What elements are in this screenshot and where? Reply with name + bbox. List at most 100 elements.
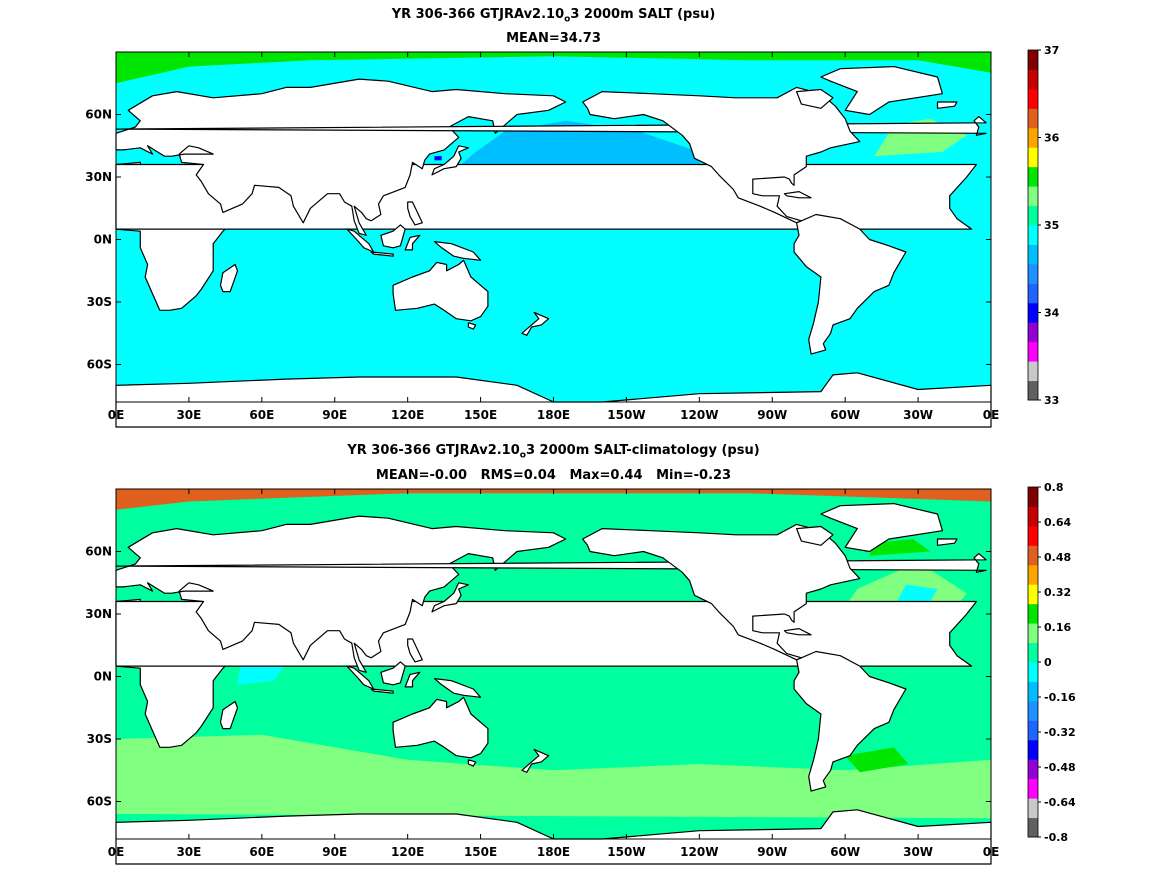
x-tick-label: 30E bbox=[176, 845, 201, 859]
colorbar-swatch bbox=[1028, 681, 1038, 702]
colorbar-swatch bbox=[1028, 341, 1038, 362]
colorbar-tick-label: 0.8 bbox=[1044, 481, 1064, 494]
y-tick-label: 30S bbox=[87, 732, 112, 746]
colorbar-swatch bbox=[1028, 642, 1038, 663]
landmass bbox=[521, 748, 550, 773]
y-tick-label: 60S bbox=[87, 795, 112, 809]
colorbar-tick-label: 0 bbox=[1044, 656, 1052, 669]
y-tick-label: 0N bbox=[94, 670, 112, 684]
colorbar-swatch bbox=[1028, 662, 1038, 682]
colorbar-swatch bbox=[1028, 487, 1038, 507]
landmass bbox=[783, 628, 812, 636]
salinity-anomaly-panel: YR 306-366 GTJRAv2.10o3 2000m SALT-clima… bbox=[0, 437, 1167, 875]
landmass bbox=[796, 88, 834, 109]
landmass bbox=[433, 241, 482, 261]
x-tick-label: 150E bbox=[464, 408, 497, 422]
landmass bbox=[370, 688, 394, 694]
x-tick-label: 150W bbox=[607, 408, 645, 422]
landmass bbox=[467, 759, 477, 767]
y-tick-label: 60N bbox=[85, 108, 112, 122]
colorbar-swatch bbox=[1028, 127, 1038, 148]
colorbar-tick-label: 0.48 bbox=[1044, 551, 1071, 564]
colorbar-swatch bbox=[1028, 759, 1038, 780]
landmass bbox=[404, 234, 421, 251]
colorbar-swatch bbox=[1028, 700, 1038, 721]
colorbar-tick-label: 34 bbox=[1044, 307, 1060, 320]
colorbar-swatch bbox=[1028, 739, 1038, 760]
x-tick-label: 30W bbox=[903, 845, 933, 859]
colorbar-swatch bbox=[1028, 361, 1038, 382]
colorbar-swatch bbox=[1028, 147, 1038, 168]
x-tick-label: 90E bbox=[322, 845, 347, 859]
colorbar-tick-label: 35 bbox=[1044, 219, 1059, 232]
colorbar-swatch bbox=[1028, 244, 1038, 265]
landmass bbox=[431, 582, 469, 613]
x-tick-label: 90W bbox=[757, 408, 787, 422]
salinity-map: 0E 30E 60E 90E 120E 150E 180E 150W 120W 90W 60W 30W… bbox=[85, 44, 1060, 428]
salinity-region bbox=[116, 489, 991, 510]
x-tick-label: 120W bbox=[680, 408, 718, 422]
landmass bbox=[219, 263, 239, 293]
landmass bbox=[407, 638, 423, 663]
x-tick-label: 0E bbox=[983, 408, 1000, 422]
x-tick-label: 120E bbox=[391, 845, 424, 859]
colorbar-swatch bbox=[1028, 302, 1038, 323]
chart-title: YR 306-366 GTJRAv2.10o3 2000m SALT (psu) bbox=[391, 7, 716, 25]
x-tick-label: 150W bbox=[607, 845, 645, 859]
colorbar-swatch bbox=[1028, 186, 1038, 207]
landmass bbox=[380, 224, 406, 249]
landmass bbox=[392, 696, 489, 759]
x-tick-label: 30W bbox=[903, 408, 933, 422]
x-tick-label: 120W bbox=[680, 845, 718, 859]
colorbar-swatch bbox=[1028, 225, 1038, 245]
y-tick-label: 60S bbox=[87, 358, 112, 372]
colorbar-tick-label: -0.16 bbox=[1044, 691, 1076, 704]
landmass bbox=[820, 66, 943, 116]
landmass bbox=[936, 538, 958, 546]
landmass bbox=[793, 650, 907, 792]
chart-title: YR 306-366 GTJRAv2.10o3 2000m SALT-clima… bbox=[347, 443, 760, 461]
x-tick-label: 30E bbox=[176, 408, 201, 422]
colorbar-tick-label: 37 bbox=[1044, 44, 1059, 57]
landmass bbox=[219, 700, 239, 730]
salinity-region bbox=[869, 539, 931, 556]
colorbar-tick-label: -0.32 bbox=[1044, 726, 1076, 739]
x-tick-label: 120E bbox=[391, 408, 424, 422]
colorbar-swatch bbox=[1028, 88, 1038, 109]
x-tick-label: 60W bbox=[830, 845, 860, 859]
landmass bbox=[392, 259, 489, 322]
colorbar-swatch bbox=[1028, 108, 1038, 129]
x-tick-label: 90W bbox=[757, 845, 787, 859]
colorbar-swatch bbox=[1028, 283, 1038, 304]
y-tick-label: 30N bbox=[85, 170, 112, 184]
colorbar-swatch bbox=[1028, 166, 1038, 187]
x-tick-label: 0E bbox=[108, 408, 125, 422]
x-tick-label: 60E bbox=[249, 845, 274, 859]
colorbar-swatch bbox=[1028, 623, 1038, 644]
x-tick-label: 0E bbox=[983, 845, 1000, 859]
colorbar-tick-label: 33 bbox=[1044, 394, 1059, 407]
x-tick-label: 90E bbox=[322, 408, 347, 422]
colorbar-tick-label: 0.16 bbox=[1044, 621, 1071, 634]
landmass bbox=[783, 191, 812, 199]
x-tick-label: 60W bbox=[830, 408, 860, 422]
landmass bbox=[431, 145, 469, 176]
colorbar-swatch bbox=[1028, 380, 1038, 401]
x-tick-label: 180E bbox=[537, 845, 570, 859]
chart-subtitle: MEAN=34.73 bbox=[506, 31, 601, 46]
colorbar-swatch bbox=[1028, 69, 1038, 90]
colorbar-swatch bbox=[1028, 525, 1038, 546]
colorbar-swatch bbox=[1028, 798, 1038, 819]
y-tick-label: 60N bbox=[85, 545, 112, 559]
colorbar-tick-label: -0.48 bbox=[1044, 761, 1076, 774]
colorbar-swatch bbox=[1028, 603, 1038, 624]
colorbar-swatch bbox=[1028, 263, 1038, 284]
landmass bbox=[433, 678, 482, 698]
landmass bbox=[407, 201, 423, 226]
salinity-region bbox=[434, 156, 442, 161]
colorbar-swatch bbox=[1028, 584, 1038, 605]
chart-subtitle: MEAN=-0.00 RMS=0.04 Max=0.44 Min=-0.23 bbox=[375, 468, 732, 483]
salinity-anomaly-map: 0E 30E 60E 90E 120E 150E 180E 150W 120W 90W 60W 30W… bbox=[85, 481, 1076, 865]
colorbar-swatch bbox=[1028, 778, 1038, 799]
colorbar-swatch bbox=[1028, 545, 1038, 566]
